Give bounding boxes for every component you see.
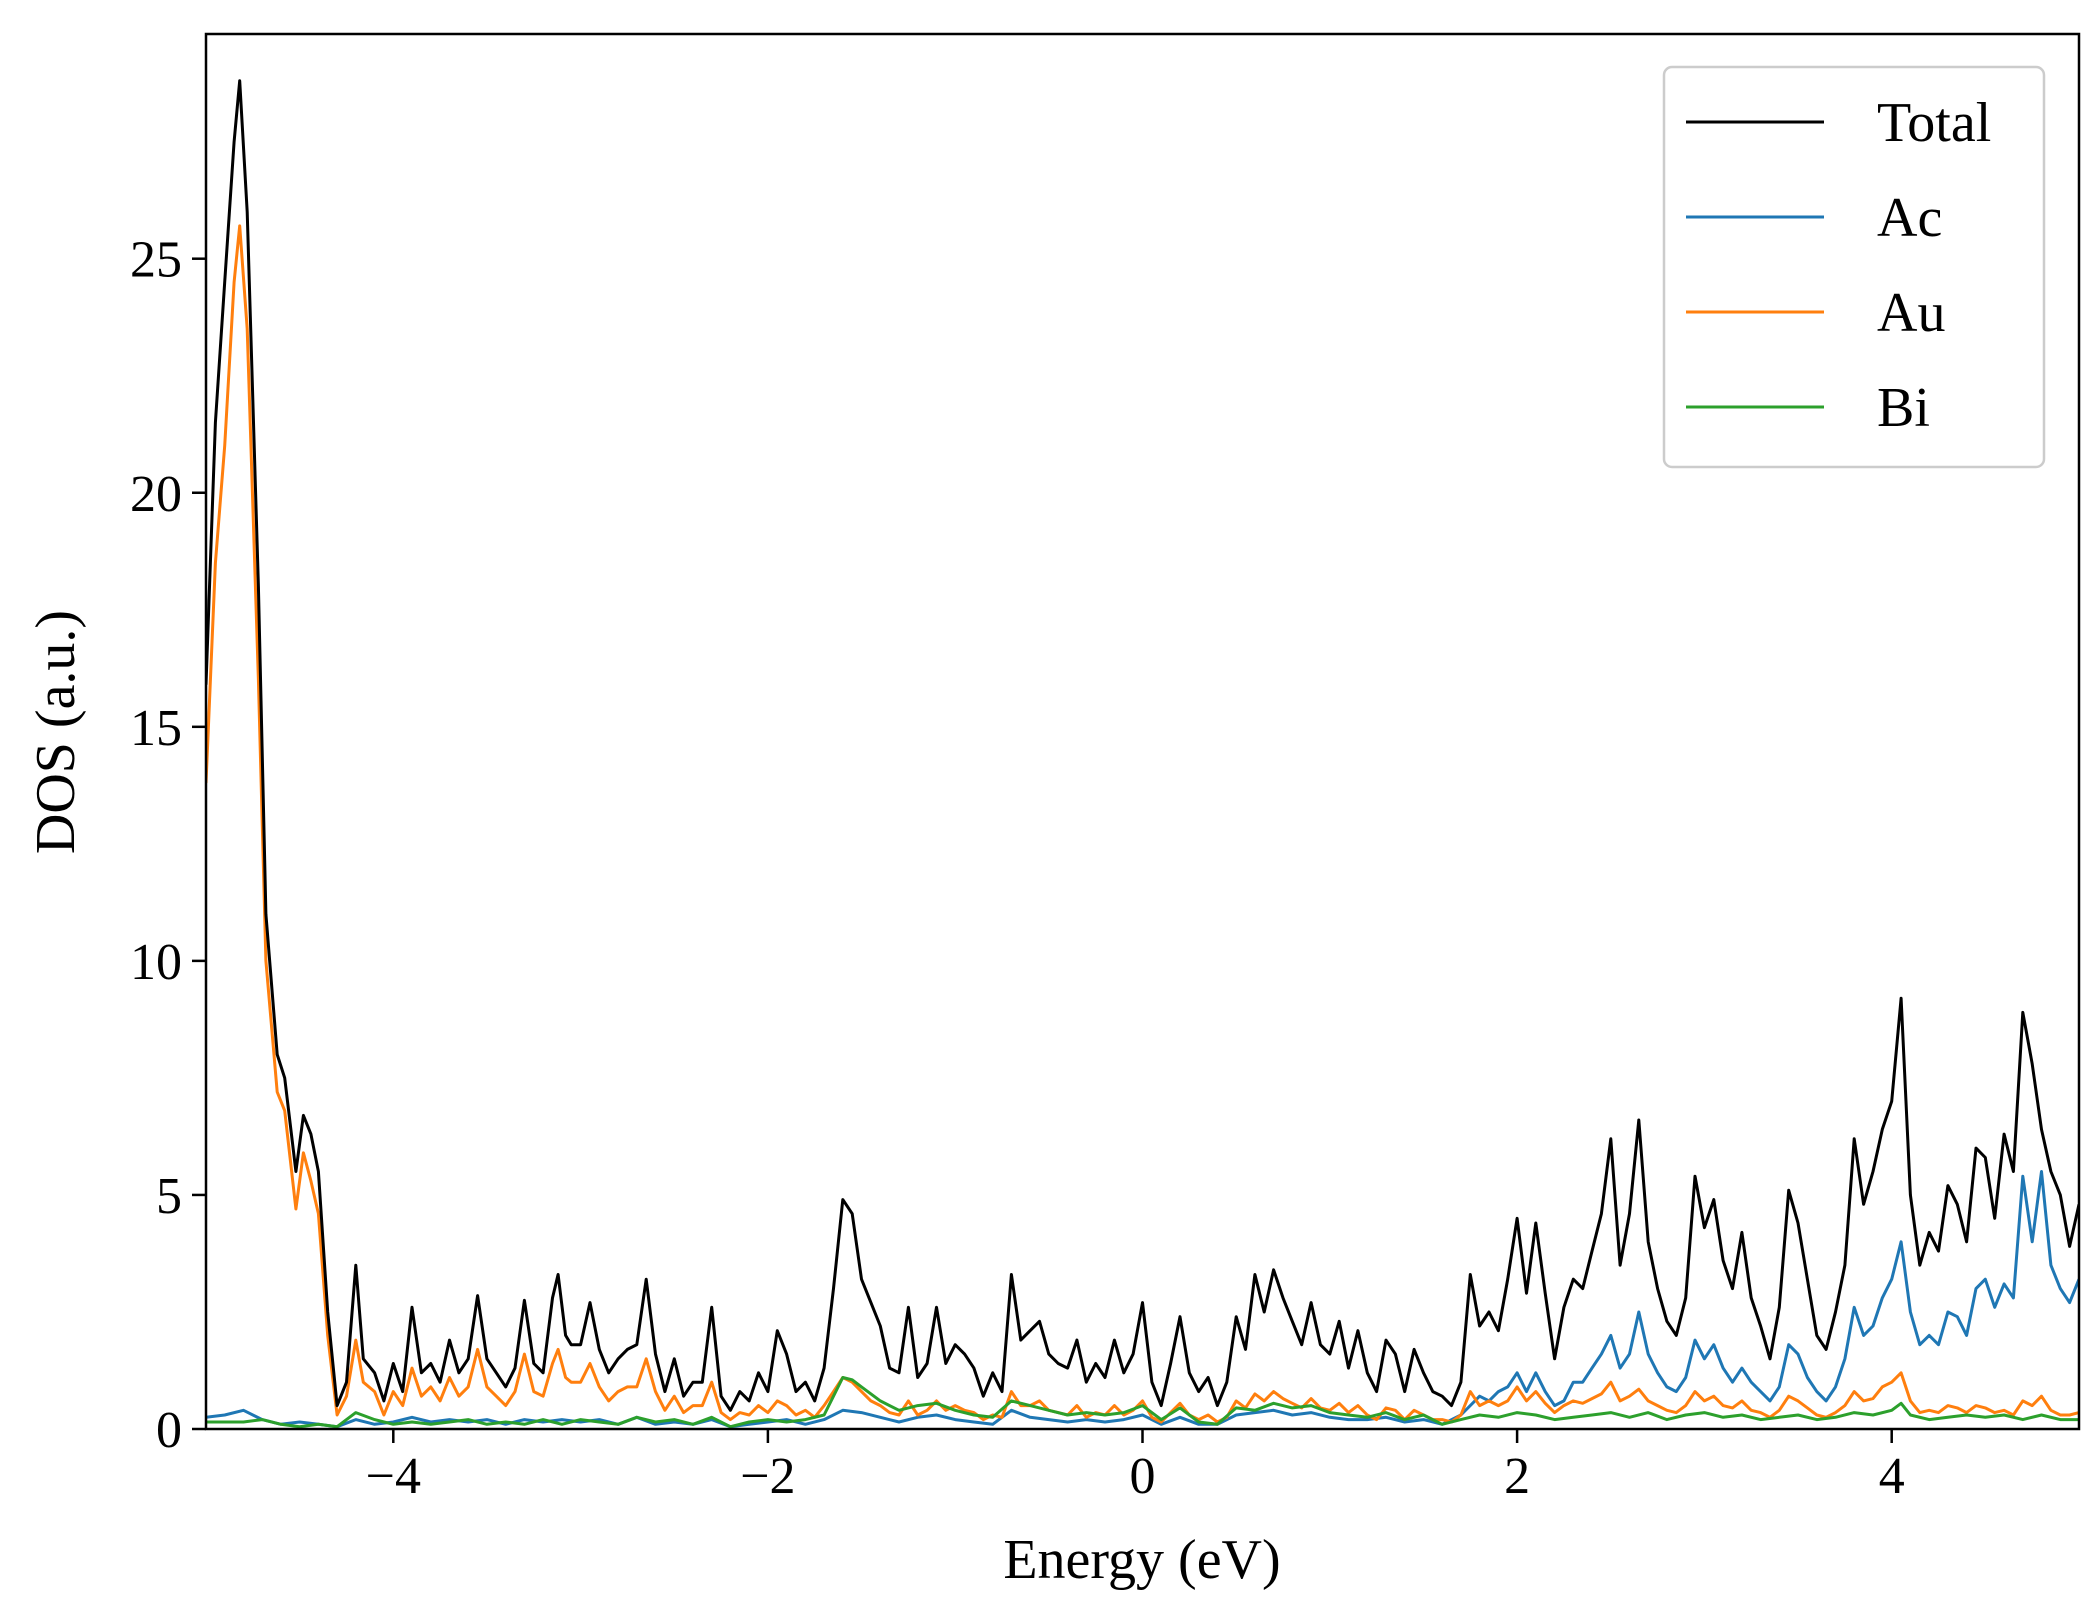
x-tick-label: 4 (1879, 1448, 1905, 1505)
y-tick-label: 20 (130, 466, 182, 523)
y-tick-label: 15 (130, 700, 182, 757)
legend-box (1662, 65, 2046, 469)
legend-label-total: Total (1877, 92, 1991, 154)
y-tick-label: 10 (130, 934, 182, 991)
legend-label-au: Au (1877, 282, 1945, 344)
y-axis-label: DOS (a.u.) (25, 610, 87, 854)
legend-label-bi: Bi (1877, 377, 1930, 439)
y-tick-label: 25 (130, 232, 182, 289)
y-tick-label: 5 (156, 1168, 182, 1225)
y-tick-label: 0 (156, 1402, 182, 1459)
x-tick-label: 2 (1504, 1448, 1530, 1505)
series-layer (206, 79, 2079, 1429)
x-axis: −4 −2 0 2 4 (366, 1429, 1905, 1505)
x-axis-label: Energy (eV) (1003, 1529, 1280, 1591)
series-line-bi (206, 1376, 2079, 1429)
legend-label-ac: Ac (1877, 187, 1942, 249)
x-tick-label: −4 (366, 1448, 421, 1505)
x-tick-label: 0 (1130, 1448, 1156, 1505)
y-axis: 0 5 10 15 20 25 (130, 232, 206, 1459)
legend: Total Ac Au Bi (1662, 65, 2046, 469)
x-tick-label: −2 (740, 1448, 795, 1505)
series-line-total (206, 79, 2079, 1412)
